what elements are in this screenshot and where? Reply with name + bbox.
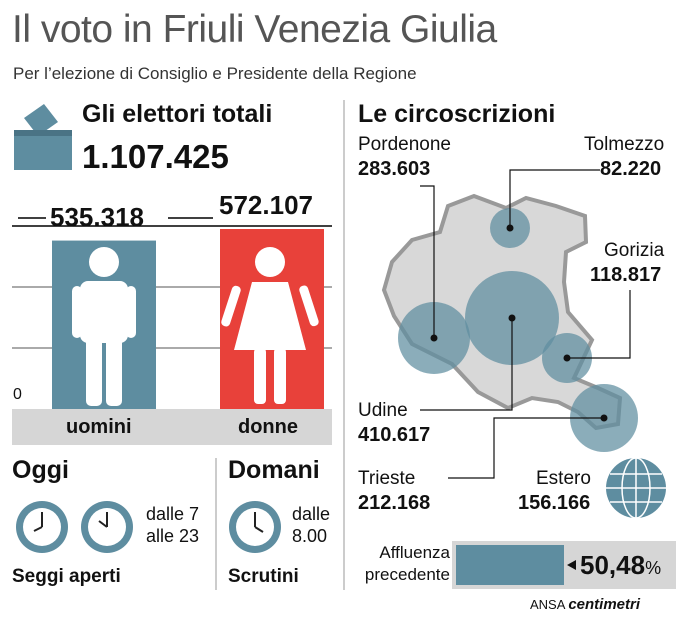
district-value-gorizia: 118.817 [590,264,662,286]
district-value-tolmezzo: 82.220 [600,158,662,180]
district-name-udine: Udine [358,400,408,421]
credits: ANSA centimetri [530,596,640,613]
voters-total: 1.107.425 [82,138,229,175]
credits-agency: ANSA [530,597,565,612]
district-value-trieste: 212.168 [358,492,431,514]
tomorrow-hours: dalle 8.00 [292,504,331,546]
clock-icon [16,501,68,553]
axis-zero-label: 0 [13,386,22,403]
district-name-gorizia: Gorizia [604,240,665,261]
districts-heading: Le circoscrizioni [358,100,556,128]
man-icon [72,247,136,406]
category-band [12,409,332,445]
today-hours: dalle 7 alle 23 [146,504,200,546]
turnout-value: 50,48% [580,550,661,581]
district-leader-lines [420,169,631,479]
district-value-pordenone: 283.603 [358,158,431,180]
page-subtitle: Per l’elezione di Consiglio e Presidente… [13,64,417,83]
district-value-udine: 410.617 [358,424,431,446]
voters-heading: Gli elettori totali [82,100,273,128]
clock-icon [81,501,133,553]
today-caption: Seggi aperti [12,566,121,587]
tomorrow-heading: Domani [228,456,320,484]
page-title: Il voto in Friuli Venezia Giulia [12,8,497,51]
category-label: uomini [66,416,132,438]
district-value-estero: 156.166 [518,492,591,514]
district-markers [430,224,608,422]
clock-icon [229,501,281,553]
district-name-pordenone: Pordenone [358,134,451,155]
turnout-label: Affluenza precedente [364,543,450,584]
turnout-number: 50,48 [580,550,646,580]
credits-brand: centimetri [568,596,641,613]
today-heading: Oggi [12,456,69,484]
ballot-box-icon [14,104,72,170]
bar-value-label: 572.107 [219,190,313,220]
turnout-bar [452,541,676,589]
turnout-unit: % [645,558,662,578]
district-name-estero: Estero [536,468,591,489]
category-label: donne [238,416,298,438]
district-name-tolmezzo: Tolmezzo [584,134,665,155]
woman-icon [221,247,319,404]
globe-icon [606,457,666,519]
tomorrow-caption: Scrutini [228,566,299,587]
district-name-trieste: Trieste [358,468,416,489]
bar-value-label: 535.318 [50,202,144,232]
